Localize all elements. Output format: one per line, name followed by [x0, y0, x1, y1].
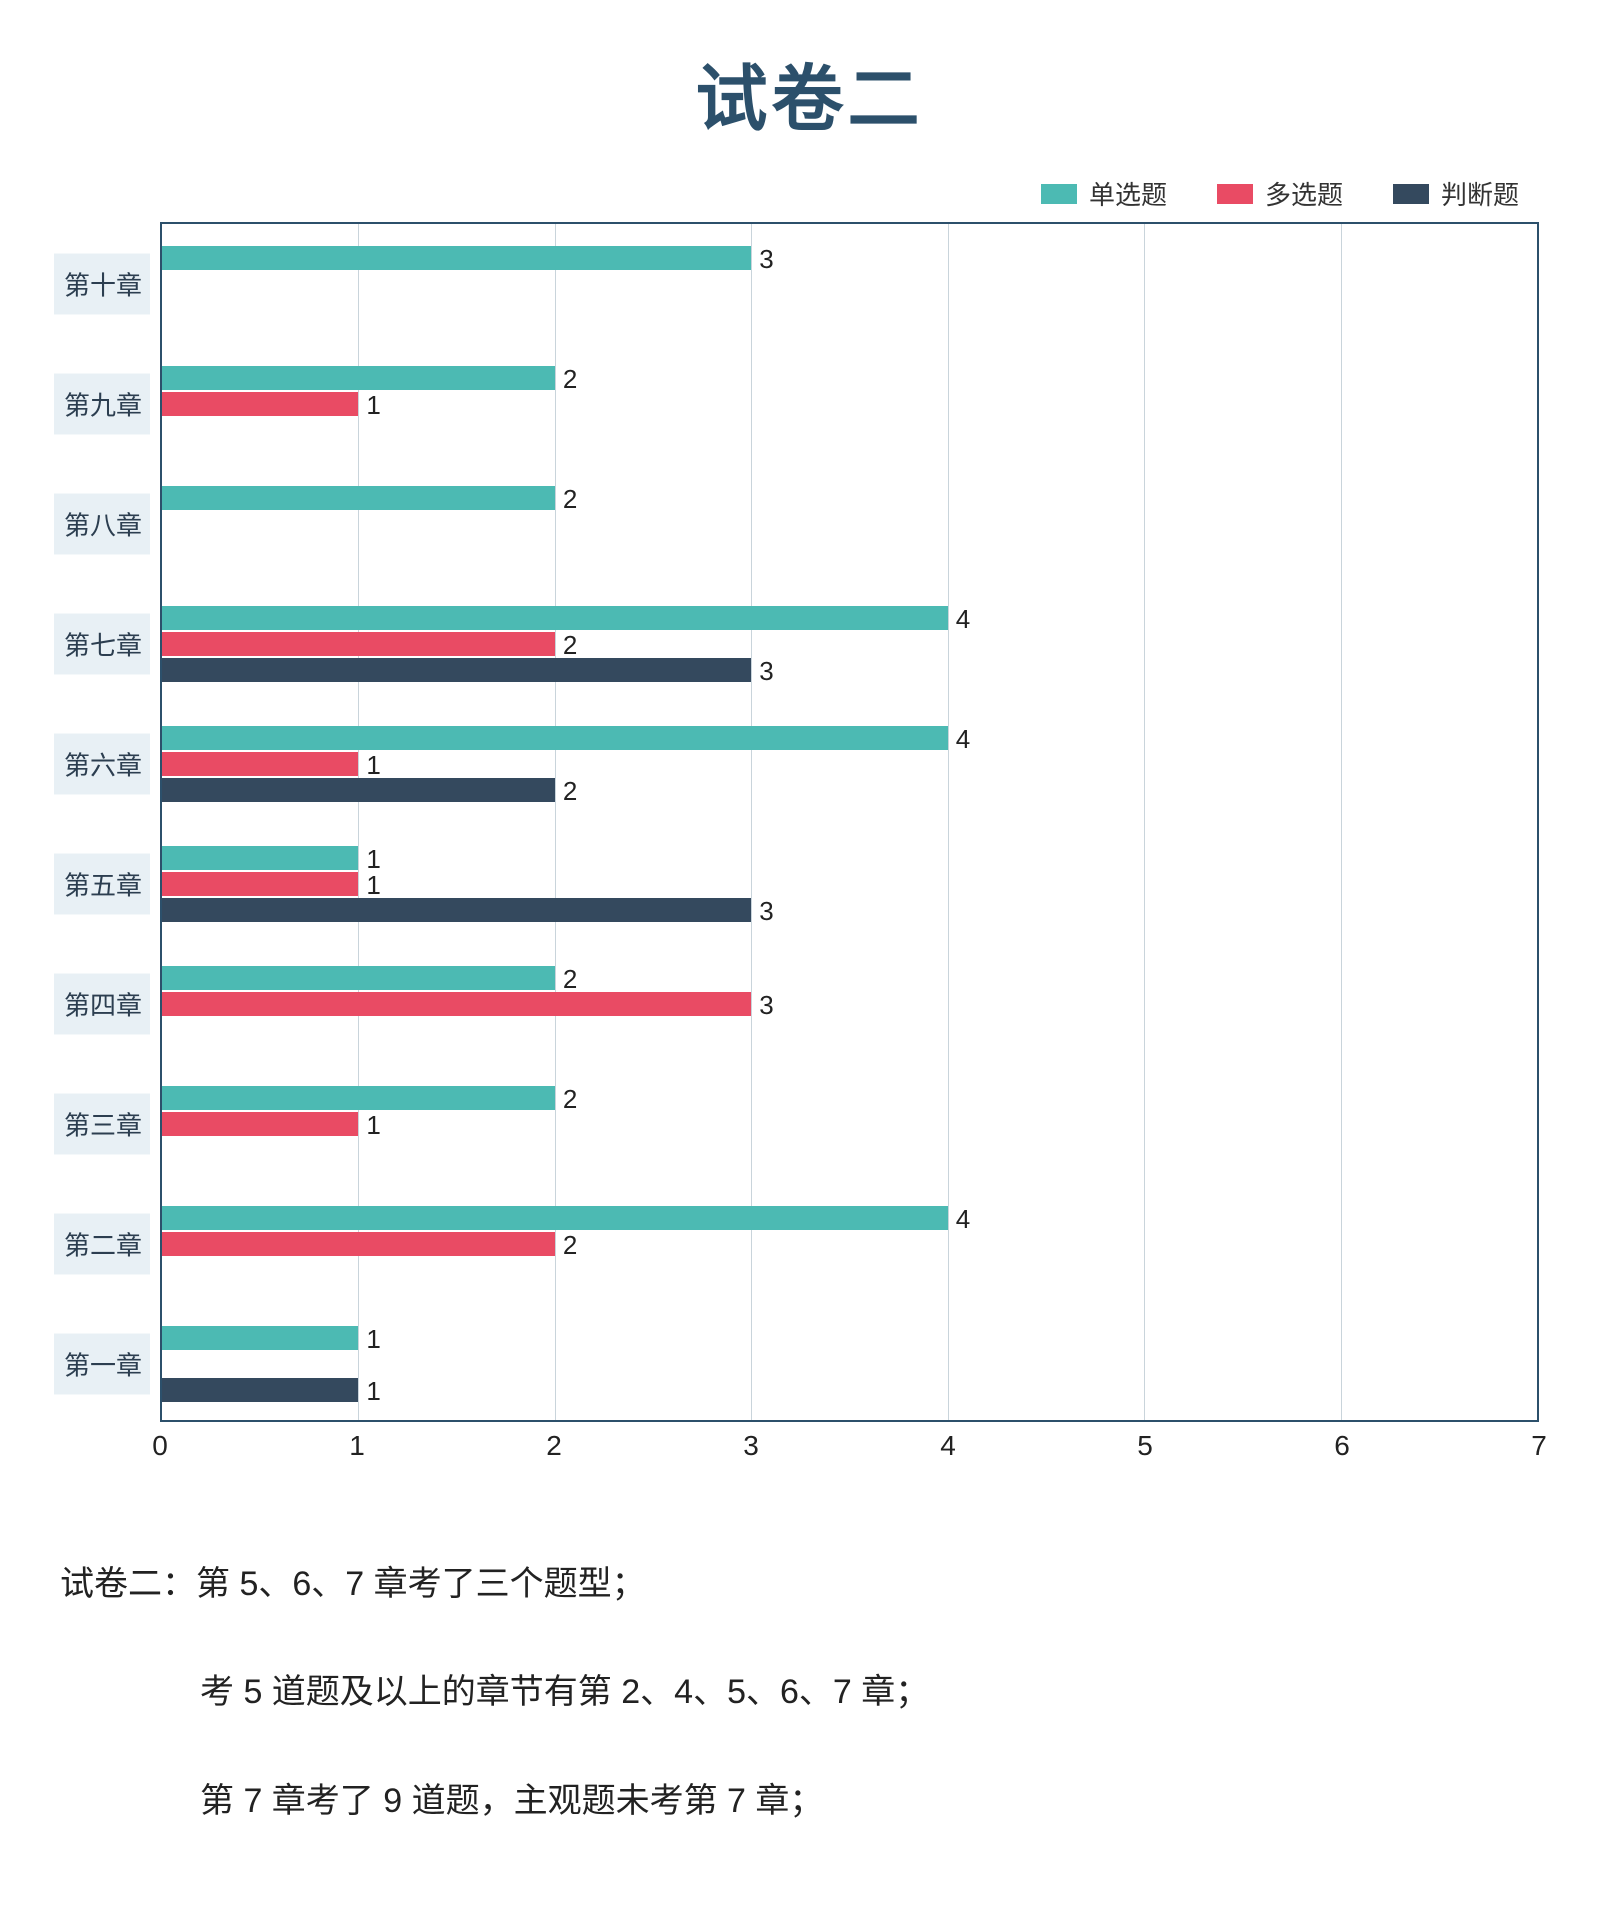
bar-value-label: 2 [563, 484, 577, 515]
bar-value-label: 2 [563, 630, 577, 661]
bar-value-label: 1 [366, 1376, 380, 1407]
bar-value-label: 2 [563, 776, 577, 807]
bar-value-label: 2 [563, 364, 577, 395]
bar-value-label: 2 [563, 964, 577, 995]
y-axis-label: 第三章 [54, 1094, 150, 1155]
bar-value-label: 3 [759, 990, 773, 1021]
bar [162, 366, 555, 390]
x-tick-label: 2 [546, 1430, 562, 1462]
y-axis-label: 第二章 [54, 1214, 150, 1275]
x-tick-label: 1 [349, 1430, 365, 1462]
bar-value-label: 2 [563, 1084, 577, 1115]
gridline [555, 224, 556, 1420]
y-axis-label: 第七章 [54, 614, 150, 675]
bar [162, 1326, 358, 1350]
bar [162, 992, 751, 1016]
legend-swatch [1217, 184, 1253, 204]
bar [162, 486, 555, 510]
bar-value-label: 1 [366, 1324, 380, 1355]
x-tick-label: 5 [1137, 1430, 1153, 1462]
bar [162, 898, 751, 922]
bar-value-label: 3 [759, 656, 773, 687]
y-axis-label: 第一章 [54, 1334, 150, 1395]
gridline [1144, 224, 1145, 1420]
x-tick-label: 6 [1334, 1430, 1350, 1462]
legend-label: 判断题 [1441, 175, 1519, 212]
bar [162, 846, 358, 870]
bar [162, 872, 358, 896]
y-axis-label: 第十章 [54, 254, 150, 315]
x-tick-label: 3 [743, 1430, 759, 1462]
bar-value-label: 4 [956, 724, 970, 755]
legend: 单选题 多选题 判断题 [40, 175, 1579, 212]
note-line-2: 考 5 道题及以上的章节有第 2、4、5、6、7 章； [60, 1648, 1559, 1736]
gridline [948, 224, 949, 1420]
bar [162, 246, 751, 270]
bar [162, 658, 751, 682]
bar-value-label: 2 [563, 1230, 577, 1261]
bar [162, 966, 555, 990]
x-tick-label: 7 [1531, 1430, 1547, 1462]
bar [162, 726, 948, 750]
x-axis: 01234567 [160, 1430, 1539, 1470]
bar [162, 392, 358, 416]
bar-value-label: 1 [366, 750, 380, 781]
gridline [751, 224, 752, 1420]
chart: 第十章3第九章21第八章2第七章423第六章412第五章113第四章23第三章2… [160, 222, 1539, 1470]
legend-label: 单选题 [1089, 175, 1167, 212]
note-line-1: 试卷二：第 5、6、7 章考了三个题型； [60, 1540, 1559, 1628]
legend-item: 单选题 [1041, 175, 1167, 212]
plot-area: 第十章3第九章21第八章2第七章423第六章412第五章113第四章23第三章2… [160, 222, 1539, 1422]
bar [162, 778, 555, 802]
bar-value-label: 3 [759, 896, 773, 927]
bar [162, 1086, 555, 1110]
bar-value-label: 1 [366, 1110, 380, 1141]
legend-swatch [1393, 184, 1429, 204]
bar [162, 1232, 555, 1256]
y-axis-label: 第四章 [54, 974, 150, 1035]
bar [162, 632, 555, 656]
bar [162, 752, 358, 776]
chart-title: 试卷二 [40, 40, 1579, 145]
bar [162, 1112, 358, 1136]
bar [162, 606, 948, 630]
y-axis-label: 第五章 [54, 854, 150, 915]
bar [162, 1206, 948, 1230]
legend-swatch [1041, 184, 1077, 204]
x-tick-label: 0 [152, 1430, 168, 1462]
legend-item: 多选题 [1217, 175, 1343, 212]
legend-label: 多选题 [1265, 175, 1343, 212]
bar-value-label: 1 [366, 390, 380, 421]
y-axis-label: 第九章 [54, 374, 150, 435]
x-tick-label: 4 [940, 1430, 956, 1462]
bar [162, 1378, 358, 1402]
legend-item: 判断题 [1393, 175, 1519, 212]
bar-value-label: 3 [759, 244, 773, 275]
y-axis-label: 第八章 [54, 494, 150, 555]
gridline [1341, 224, 1342, 1420]
bar-value-label: 1 [366, 870, 380, 901]
note-line-3: 第 7 章考了 9 道题，主观题未考第 7 章； [60, 1757, 1559, 1845]
bar-value-label: 4 [956, 604, 970, 635]
bar-value-label: 4 [956, 1204, 970, 1235]
y-axis-label: 第六章 [54, 734, 150, 795]
notes: 试卷二：第 5、6、7 章考了三个题型； 考 5 道题及以上的章节有第 2、4、… [40, 1540, 1579, 1905]
